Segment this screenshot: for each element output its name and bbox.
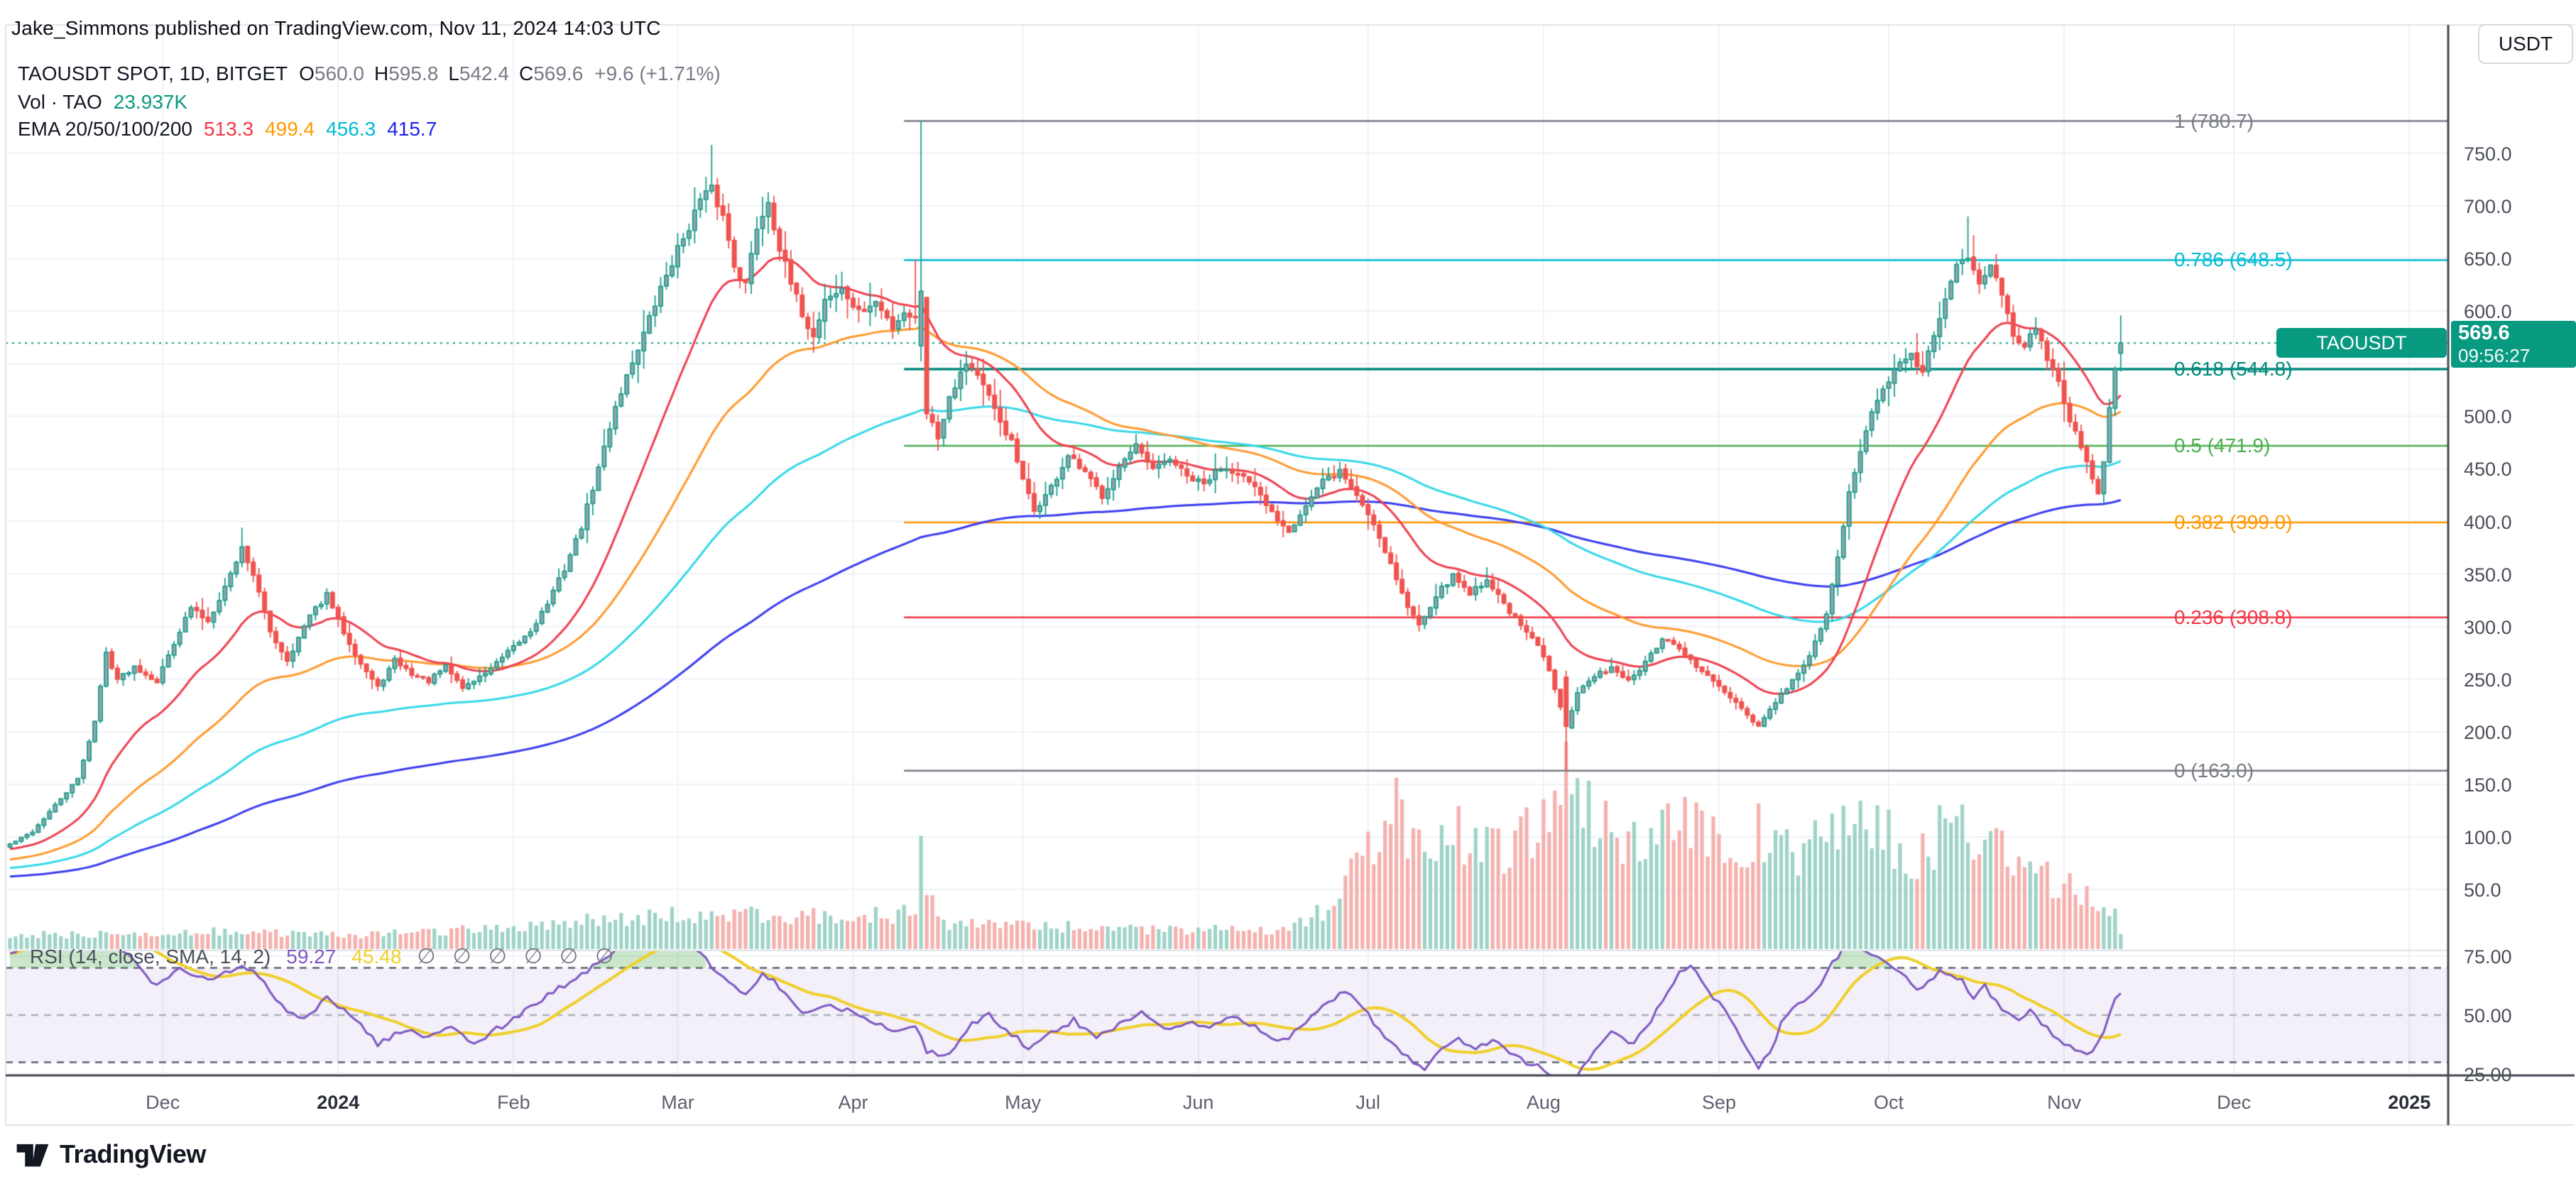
rsi-value: 59.27	[286, 945, 337, 968]
rsi-legend-row[interactable]: RSI (14, close, SMA, 14, 2) 59.27 45.48 …	[30, 944, 613, 969]
rsi-label: RSI (14, close, SMA, 14, 2)	[30, 945, 271, 968]
ohlc-letter: L	[448, 62, 459, 84]
ohlc-value: 569.6	[533, 62, 584, 84]
fib-level-label: 0.618 (544.8)	[2174, 358, 2293, 380]
empty-set-icon: ∅	[488, 945, 507, 968]
tradingview-logo[interactable]: TradingView	[16, 1137, 206, 1171]
rsi-tick-label: 75.00	[2464, 946, 2512, 968]
price-tick-label: 400.0	[2464, 511, 2512, 533]
time-axis-label: 2025	[2388, 1092, 2431, 1113]
volume-label: Vol · TAO	[18, 91, 102, 113]
ohlc-value: 595.8	[388, 62, 439, 84]
tradingview-logo-text: TradingView	[60, 1139, 206, 1168]
price-tick-label: 350.0	[2464, 564, 2512, 586]
price-tick-label: 650.0	[2464, 248, 2512, 270]
price-tick-label: 250.0	[2464, 669, 2512, 691]
ohlc-segment: C 569.6	[519, 62, 583, 85]
fib-level-label: 1 (780.7)	[2174, 109, 2254, 132]
last-price-symbol-chip: TAOUSDT	[2276, 328, 2447, 358]
time-axis-label: Mar	[661, 1092, 694, 1113]
ohlc-letter: O	[299, 62, 315, 84]
time-axis-label: Oct	[1874, 1092, 1904, 1113]
ohlc-segment: H 595.8	[374, 62, 438, 85]
rsi-tick-label: 25.00	[2464, 1064, 2512, 1085]
fib-level-label: 0 (163.0)	[2174, 759, 2254, 782]
publish-attribution: Jake_Simmons published on TradingView.co…	[11, 17, 661, 39]
symbol-title: TAOUSDT SPOT, 1D, BITGET	[18, 62, 288, 84]
fib-level-label: 0.786 (648.5)	[2174, 248, 2293, 271]
time-axis-label: Jul	[1355, 1092, 1381, 1113]
fib-level-label: 0.382 (399.0)	[2174, 511, 2293, 534]
price-tick-label: 300.0	[2464, 616, 2512, 638]
price-tick-label: 450.0	[2464, 459, 2512, 481]
price-tick-label: 50.0	[2464, 880, 2501, 902]
currency-toggle-button[interactable]: USDT	[2478, 24, 2573, 64]
ema-value: 456.3	[326, 118, 376, 140]
price-tick-label: 200.0	[2464, 721, 2512, 743]
empty-set-icon: ∅	[595, 945, 614, 968]
empty-set-icon: ∅	[452, 945, 471, 968]
time-axis-label: Dec	[146, 1092, 180, 1113]
time-axis-label: Nov	[2047, 1092, 2082, 1113]
fib-level-label: 0.236 (308.8)	[2174, 606, 2293, 628]
volume-legend-row[interactable]: Vol · TAO 23.937K	[18, 91, 187, 114]
change-value: +9.6 (+1.71%)	[594, 62, 721, 84]
time-axis-label: Feb	[497, 1092, 530, 1113]
last-price-value: 569.6	[2458, 322, 2510, 345]
tradingview-logo-icon	[16, 1144, 49, 1167]
time-axis-label: Jun	[1182, 1092, 1214, 1113]
time-axis-label: May	[1005, 1092, 1042, 1113]
fib-level-label: 0.5 (471.9)	[2174, 434, 2271, 457]
ohlc-letter: H	[374, 62, 389, 84]
bar-countdown: 09:56:27	[2458, 344, 2531, 366]
empty-set-icon: ∅	[559, 945, 579, 968]
volume-value: 23.937K	[113, 91, 188, 113]
last-price-badge: 569.6 09:56:27	[2451, 321, 2576, 368]
symbol-legend-row[interactable]: TAOUSDT SPOT, 1D, BITGET O 560.0 H 595.8 L 54…	[18, 62, 721, 85]
time-axis-label: Aug	[1526, 1092, 1561, 1113]
ema-label: EMA 20/50/100/200	[18, 118, 192, 140]
price-tick-label: 750.0	[2464, 143, 2512, 165]
ema-values: 513.3 499.4 456.3 415.7	[204, 118, 437, 141]
price-tick-label: 700.0	[2464, 196, 2512, 218]
ohlc-segment: L 542.4	[448, 62, 509, 85]
time-axis-label: Sep	[1701, 1092, 1736, 1113]
rsi-empty-slot-icons: ∅ ∅ ∅ ∅ ∅ ∅	[417, 944, 613, 969]
ema-legend-row[interactable]: EMA 20/50/100/200 513.3 499.4 456.3 415.7	[18, 118, 437, 141]
rsi-sma-value: 45.48	[351, 945, 402, 968]
empty-set-icon: ∅	[417, 945, 436, 968]
ema-value: 415.7	[387, 118, 437, 140]
ema-value: 513.3	[203, 118, 254, 140]
ohlc-letter: C	[518, 62, 534, 84]
time-axis-label: Apr	[838, 1092, 868, 1113]
ohlc-value: 542.4	[459, 62, 509, 84]
ohlc-value: 560.0	[314, 62, 364, 84]
price-tick-label: 150.0	[2464, 774, 2512, 796]
rsi-tick-label: 50.00	[2464, 1005, 2512, 1026]
time-axis-label: 2024	[317, 1092, 360, 1113]
empty-set-icon: ∅	[523, 945, 542, 968]
ohlc-segment: O 560.0	[299, 62, 364, 85]
ema-value: 499.4	[265, 118, 315, 140]
ohlc-values: O 560.0 H 595.8 L 542.4 C 569.6	[299, 62, 583, 85]
price-tick-label: 600.0	[2464, 301, 2512, 323]
price-tick-label: 500.0	[2464, 406, 2512, 428]
time-axis-label: Dec	[2217, 1092, 2252, 1113]
price-tick-label: 100.0	[2464, 827, 2512, 848]
